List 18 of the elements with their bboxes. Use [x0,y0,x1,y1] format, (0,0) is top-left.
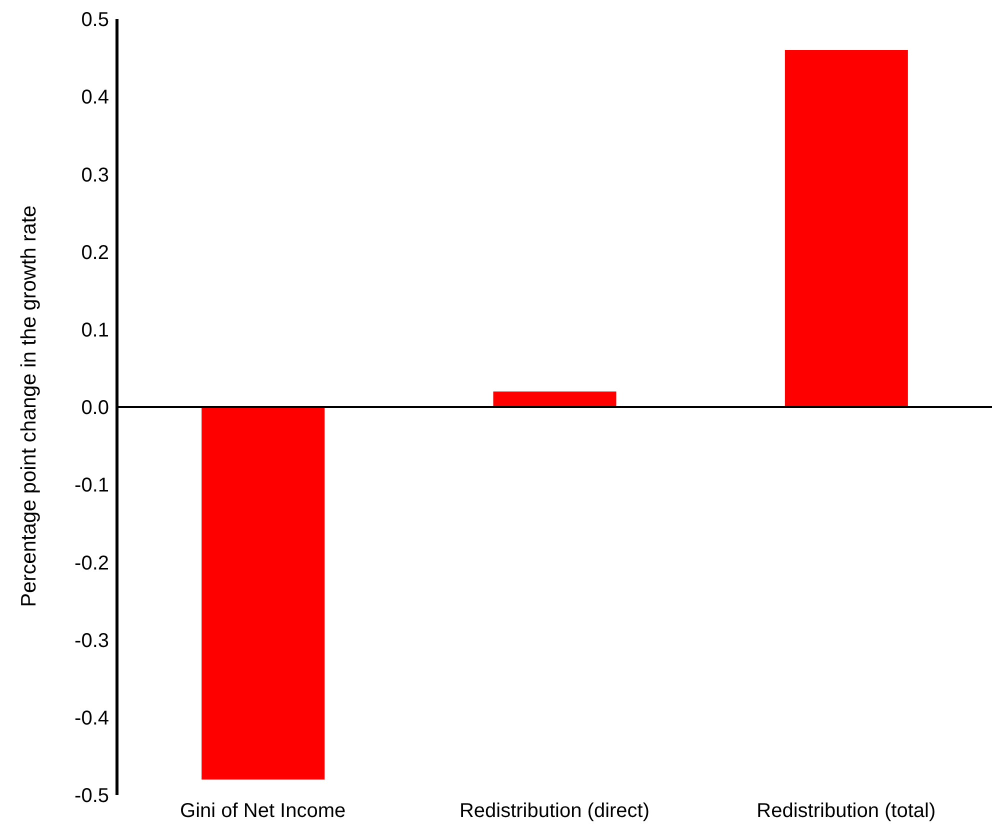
x-tick-label: Redistribution (direct) [459,800,650,822]
y-tick-label: 0.1 [81,320,109,342]
y-tick-label: 0.4 [81,86,109,109]
x-tick-label: Redistribution (total) [756,800,936,822]
y-tick-label: -0.2 [74,552,109,574]
y-tick-label: -0.3 [74,630,109,652]
x-tick-label: Gini of Net Income [180,800,346,822]
y-tick-label: 0.2 [81,242,109,264]
y-tick-label: 0.0 [81,397,109,420]
bar [202,407,325,780]
y-tick-label: -0.4 [74,708,109,730]
bar [493,391,616,407]
y-tick-label: -0.1 [74,474,109,497]
bar [784,50,908,407]
y-tick-label: 0.3 [81,164,109,186]
y-tick-label: -0.5 [74,785,109,808]
y-tick-label: 0.5 [81,9,109,32]
y-axis-title: Percentage point change in the growth rate [17,205,40,607]
